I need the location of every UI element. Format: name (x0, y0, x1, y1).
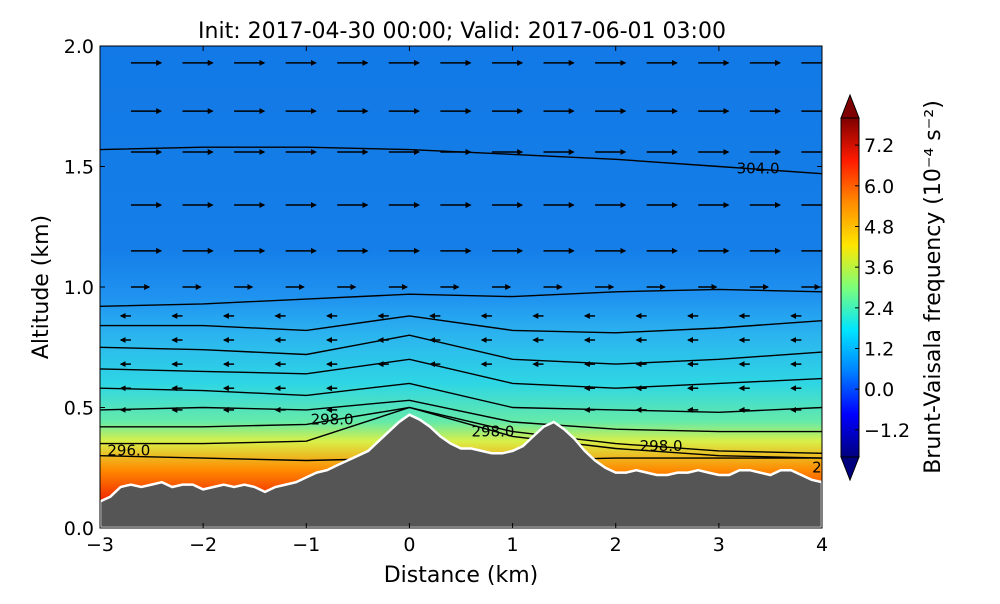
y-tick-label: 1.0 (64, 277, 94, 299)
x-tick-label: −3 (86, 534, 114, 556)
y-axis: 0.0 0.5 1.0 1.5 2.0 (64, 36, 822, 540)
x-tick-label: 3 (713, 534, 725, 556)
y-tick-label: 1.5 (64, 157, 94, 179)
x-tick-label: 4 (816, 534, 828, 556)
contour-label: 298.0 (640, 437, 683, 455)
contour-label: 298.0 (471, 422, 514, 440)
colorbar-tick-label: 6.0 (864, 176, 894, 198)
colorbar-tick-label: 0.0 (864, 379, 894, 401)
y-tick-label: 0.0 (64, 518, 94, 540)
x-tick-label: 0 (403, 534, 415, 556)
y-axis-label: Altitude (km) (29, 215, 54, 359)
wind-vectors (119, 59, 822, 413)
theta-contour-line (100, 334, 822, 365)
y-tick-label: 2.0 (64, 36, 94, 58)
plot-area: 296.0 298.0 298.0 298.0 304.0 2 (100, 46, 822, 528)
x-tick-label: 1 (507, 534, 519, 556)
theta-contour-line (100, 399, 822, 433)
colorbar-extend-top (840, 93, 860, 119)
x-axis-label: Distance (km) (384, 563, 539, 588)
contour-label: 298.0 (311, 410, 354, 428)
y-tick-label: 0.5 (64, 398, 94, 420)
theta-contour-line (100, 406, 822, 454)
colorbar-tick-label: 7.2 (864, 135, 894, 157)
contour-label: 296.0 (107, 442, 150, 460)
colorbar-tick-label: 4.8 (864, 216, 894, 238)
colorbar-tick-label: 3.6 (864, 257, 894, 279)
theta-contour-line (100, 406, 822, 459)
colorbar-tick-label: 2.4 (864, 298, 894, 320)
chart-title: Init: 2017-04-30 00:00; Valid: 2017-06-0… (198, 19, 726, 44)
theta-contour-line (100, 315, 822, 334)
colorbar-body (840, 117, 860, 458)
x-axis: −3 −2 −1 0 1 2 3 4 (86, 46, 828, 556)
contour-label: 2 (812, 459, 822, 477)
x-tick-label: −2 (189, 534, 217, 556)
colorbar-label: Brunt-Vaisala frequency (10⁻⁴ s⁻²) (921, 100, 946, 474)
theta-contour-line (100, 358, 822, 389)
colorbar: −1.2 0.0 1.2 2.4 3.6 4.8 6.0 7.2 Brunt-Vaisala … (840, 93, 946, 482)
theta-contour-line (100, 288, 822, 307)
colorbar-ticks: −1.2 0.0 1.2 2.4 3.6 4.8 6.0 7.2 (855, 135, 910, 442)
contour-label: 304.0 (737, 160, 780, 178)
theta-contour-line (100, 382, 822, 414)
x-tick-label: 2 (610, 534, 622, 556)
contour-labels: 296.0 298.0 298.0 298.0 304.0 2 (107, 160, 821, 477)
colorbar-tick-label: −1.2 (864, 420, 910, 442)
colorbar-extend-bottom (840, 456, 860, 482)
x-tick-label: −1 (292, 534, 320, 556)
terrain (100, 413, 822, 528)
colorbar-tick-label: 1.2 (864, 339, 894, 361)
